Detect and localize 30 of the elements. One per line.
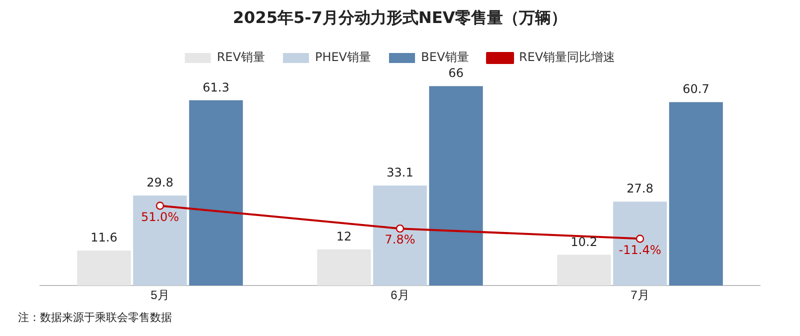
bar bbox=[613, 202, 667, 286]
legend-label: PHEV销量 bbox=[314, 50, 372, 64]
bar bbox=[317, 249, 371, 286]
bar bbox=[373, 186, 427, 286]
data-label: 10.2 bbox=[570, 234, 598, 249]
data-label: 27.8 bbox=[626, 182, 654, 196]
bar bbox=[669, 102, 723, 286]
data-label: 61.3 bbox=[202, 80, 230, 94]
data-label: 66 bbox=[448, 66, 464, 80]
legend-label: REV销量同比增速 bbox=[519, 50, 616, 64]
bar bbox=[429, 86, 483, 286]
data-label: 33.1 bbox=[386, 166, 414, 180]
data-label: 11.6 bbox=[90, 230, 118, 245]
data-label: -11.4% bbox=[618, 242, 662, 257]
data-label: 51.0% bbox=[140, 210, 180, 224]
text: 注：数据来源于乘联会零售数据 bbox=[18, 310, 172, 325]
bar bbox=[133, 196, 187, 286]
data-label: 60.7 bbox=[682, 82, 710, 96]
x-tick-label: 5月 bbox=[150, 288, 170, 302]
x-tick-label: 6月 bbox=[390, 288, 410, 302]
legend-label: REV销量 bbox=[216, 50, 265, 64]
bar bbox=[77, 250, 131, 286]
bar bbox=[189, 100, 243, 286]
chart-title: 2025年5-7月分动力形式NEV零售量（万辆） bbox=[232, 8, 568, 29]
legend-label: BEV销量 bbox=[421, 50, 470, 64]
data-label: 29.8 bbox=[146, 176, 174, 190]
data-label: 7.8% bbox=[384, 232, 416, 247]
bar bbox=[557, 254, 611, 286]
x-tick-label: 7月 bbox=[630, 288, 650, 302]
data-label: 12 bbox=[336, 229, 352, 244]
